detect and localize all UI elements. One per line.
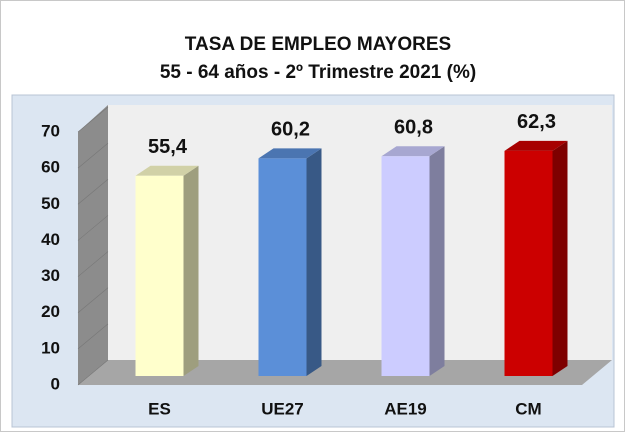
tick-line	[77, 179, 109, 205]
side-wall	[78, 105, 108, 385]
y-tick-label: 40	[41, 230, 60, 249]
bar	[258, 158, 307, 376]
tick-line	[77, 359, 109, 386]
bar-top	[135, 165, 199, 176]
data-label: 55,4	[148, 136, 188, 158]
bar-top	[504, 140, 568, 151]
chart-subtitle: 55 - 64 años - 2º Trimestre 2021 (%)	[160, 62, 476, 83]
bar-top	[381, 146, 445, 157]
y-tick-label: 50	[41, 194, 60, 213]
x-tick-label: AE19	[384, 399, 427, 418]
y-tick-label: 30	[41, 266, 60, 285]
bar-top	[258, 148, 322, 159]
bar	[381, 156, 430, 376]
chart-title: TASA DE EMPLEO MAYORES	[185, 34, 451, 55]
bar-side	[183, 165, 199, 376]
tick-line	[77, 251, 109, 277]
y-tick-label: 0	[51, 374, 60, 393]
back-wall	[108, 105, 612, 360]
tick-line	[77, 106, 109, 133]
data-label: 60,2	[271, 119, 310, 141]
tick-line	[77, 142, 109, 169]
data-label: 60,8	[394, 117, 433, 139]
bar	[135, 175, 184, 376]
bar-side	[306, 148, 322, 376]
bar	[504, 150, 553, 376]
y-tick-label: 10	[41, 338, 60, 357]
y-tick-label: 60	[41, 158, 60, 177]
x-tick-label: UE27	[261, 399, 304, 418]
x-tick-label: ES	[148, 399, 171, 418]
x-tick-label: CM	[515, 399, 541, 418]
floor	[78, 360, 612, 385]
tick-line	[77, 323, 109, 350]
tick-line	[77, 215, 109, 241]
y-tick-label: 20	[41, 302, 60, 321]
y-tick-label: 70	[41, 121, 60, 140]
data-label: 62,3	[517, 111, 556, 133]
bar-side	[552, 140, 568, 376]
bar-side	[429, 146, 445, 376]
tick-line	[77, 287, 109, 313]
